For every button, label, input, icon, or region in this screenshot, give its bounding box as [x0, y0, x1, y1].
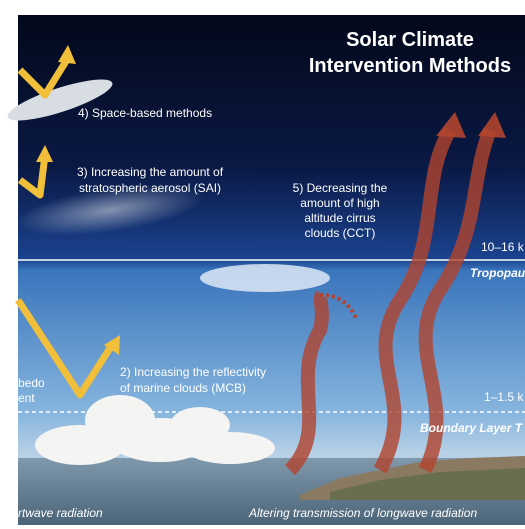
method-label: bedo: [18, 376, 45, 390]
altitude-label: 1–1.5 k: [484, 390, 524, 404]
footer-label: Altering transmission of longwave radiat…: [248, 506, 477, 520]
cirrus-cloud: [200, 264, 330, 292]
footer-label: rtwave radiation: [18, 506, 103, 520]
method-label: 4) Space-based methods: [78, 106, 212, 120]
method-label: clouds (CCT): [305, 226, 376, 240]
method-label: amount of high: [300, 196, 379, 210]
title: Solar Climate: [346, 29, 474, 51]
method-label: 2) Increasing the reflectivity: [120, 365, 266, 379]
method-label: altitude cirrus: [304, 211, 375, 225]
page: {"title": {"lines": ["Solar Climate", "I…: [0, 0, 525, 529]
method-label: ent: [18, 391, 35, 405]
method-label: 3) Increasing the amount of: [77, 165, 224, 179]
method-label: of marine clouds (MCB): [120, 381, 246, 395]
illustration: Solar Climate Intervention Methods 4) Sp…: [0, 0, 525, 529]
altitude-label: 10–16 k: [481, 240, 525, 254]
layer-label: Tropopau: [470, 266, 525, 280]
method-label: stratospheric aerosol (SAI): [79, 181, 221, 195]
title: Intervention Methods: [309, 55, 511, 77]
layer-label: Boundary Layer T: [420, 421, 524, 435]
method-label: 5) Decreasing the: [293, 181, 388, 195]
